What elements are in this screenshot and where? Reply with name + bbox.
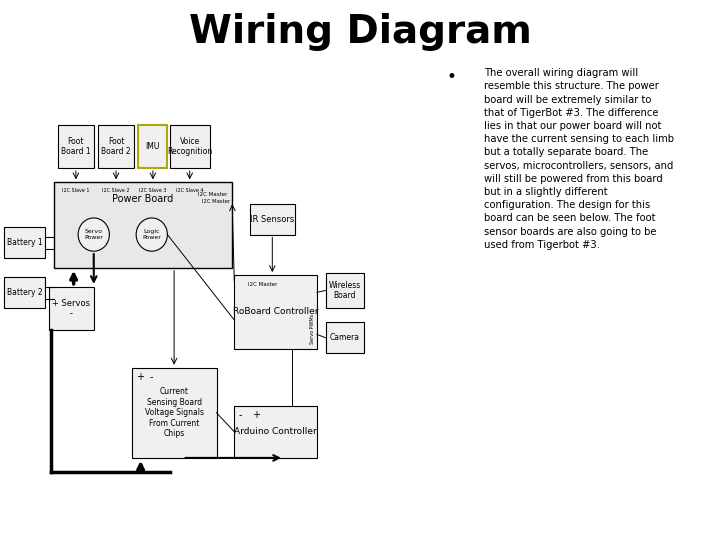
Text: Current
Sensing Board
Voltage Signals
From Current
Chips: Current Sensing Board Voltage Signals Fr… <box>145 388 204 438</box>
Text: IMU: IMU <box>145 142 160 151</box>
FancyBboxPatch shape <box>250 204 294 234</box>
Text: + Servos
-: + Servos - <box>53 299 91 318</box>
Text: I2C Slave 1: I2C Slave 1 <box>62 188 89 193</box>
Text: I2C Slave 2: I2C Slave 2 <box>102 188 130 193</box>
Text: I2C Slave 4: I2C Slave 4 <box>176 188 204 193</box>
FancyBboxPatch shape <box>98 125 134 168</box>
Text: Foot
Board 1: Foot Board 1 <box>61 137 91 157</box>
FancyBboxPatch shape <box>138 125 167 168</box>
FancyBboxPatch shape <box>49 287 94 329</box>
FancyBboxPatch shape <box>235 406 317 458</box>
FancyBboxPatch shape <box>170 125 210 168</box>
Circle shape <box>136 218 167 251</box>
Text: I2C Master: I2C Master <box>202 199 230 204</box>
Text: Battery 2: Battery 2 <box>6 288 42 298</box>
FancyBboxPatch shape <box>4 227 45 258</box>
Text: IR Sensors: IR Sensors <box>250 214 294 224</box>
Text: I2C Master: I2C Master <box>198 192 228 197</box>
Text: +: + <box>252 410 260 421</box>
FancyBboxPatch shape <box>326 322 364 353</box>
FancyBboxPatch shape <box>132 368 217 458</box>
Text: •: • <box>446 68 456 86</box>
Circle shape <box>78 218 109 251</box>
Text: I2C Slave 3: I2C Slave 3 <box>140 188 167 193</box>
Text: Voice
Recognition: Voice Recognition <box>167 137 212 157</box>
Text: -: - <box>150 373 153 382</box>
Text: Camera: Camera <box>330 333 360 342</box>
Text: Battery 1: Battery 1 <box>6 238 42 247</box>
Text: Foot
Board 2: Foot Board 2 <box>102 137 131 157</box>
FancyBboxPatch shape <box>58 125 94 168</box>
FancyBboxPatch shape <box>326 273 364 308</box>
Text: +: + <box>136 373 144 382</box>
FancyBboxPatch shape <box>235 275 317 349</box>
FancyBboxPatch shape <box>53 183 232 268</box>
Text: I2C Master: I2C Master <box>248 282 277 287</box>
Text: Servo PWMs: Servo PWMs <box>310 314 315 344</box>
Text: Logic
Power: Logic Power <box>143 229 161 240</box>
Text: Arduino Controller: Arduino Controller <box>234 427 317 436</box>
Text: RoBoard Controller: RoBoard Controller <box>233 307 318 316</box>
Text: Wireless
Board: Wireless Board <box>329 281 361 300</box>
FancyBboxPatch shape <box>4 278 45 308</box>
Text: -: - <box>239 410 243 421</box>
Text: Power Board: Power Board <box>112 194 174 204</box>
Text: Wiring Diagram: Wiring Diagram <box>189 14 531 51</box>
Text: The overall wiring diagram will
resemble this structure. The power
board will be: The overall wiring diagram will resemble… <box>484 68 674 250</box>
Text: Servo
Power: Servo Power <box>84 229 103 240</box>
